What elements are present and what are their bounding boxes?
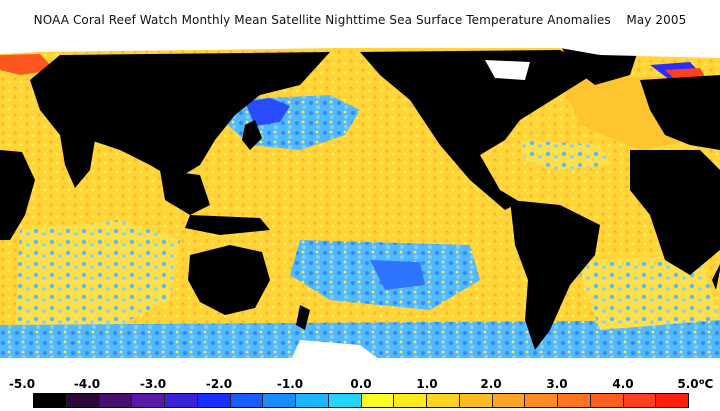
color-swatch: [165, 394, 198, 407]
color-swatch: [263, 394, 296, 407]
colorbar-label: -5.0: [8, 377, 36, 391]
color-swatch: [230, 394, 264, 407]
southeast-asia-land: [160, 170, 210, 215]
color-swatch: [394, 394, 427, 407]
color-swatch: [656, 394, 688, 407]
color-swatch: [492, 394, 526, 407]
color-swatch: [34, 394, 67, 407]
color-swatch: [296, 394, 329, 407]
unit-letter: C: [704, 377, 714, 391]
color-swatch: [328, 394, 362, 407]
colorbar-unit: oC: [699, 377, 713, 391]
color-swatch: [99, 394, 133, 407]
color-swatch: [623, 394, 657, 407]
colorbar-label: 5.0: [677, 377, 699, 391]
eurasia-land-west: [640, 75, 720, 150]
color-swatch: [525, 394, 558, 407]
northwest-pacific-strong-cool: [245, 98, 290, 126]
color-swatch: [558, 394, 591, 407]
color-scale-bar: [33, 393, 689, 408]
colorbar-label: -1.0: [276, 377, 304, 391]
color-swatch: [427, 394, 460, 407]
colorbar-label: 0.0: [350, 377, 372, 391]
color-swatch: [132, 394, 165, 407]
north-america-land: [360, 50, 600, 210]
colorbar-label: -3.0: [139, 377, 167, 391]
colorbar-labels: -5.0 -4.0 -3.0 -2.0 -1.0 0.0 1.0 2.0 3.0…: [0, 377, 720, 393]
colorbar-label: 3.0: [546, 377, 568, 391]
color-swatch: [197, 394, 231, 407]
antarctic-ice-shelf: [290, 340, 380, 362]
japan-land: [242, 120, 262, 150]
color-swatch: [361, 394, 395, 407]
south-pacific-strong-cool: [370, 260, 425, 290]
color-swatch: [66, 394, 100, 407]
indonesia-islands: [185, 215, 270, 235]
africa-land: [630, 150, 720, 275]
south-america-land: [510, 200, 600, 350]
antarctic-ice: [0, 358, 720, 372]
india-land: [60, 135, 95, 188]
indian-ocean-cool: [15, 220, 180, 340]
australia-land: [188, 245, 270, 315]
colorbar-label: -4.0: [73, 377, 101, 391]
north-atlantic-cool: [520, 140, 610, 170]
hudson-bay-ice: [485, 60, 530, 80]
colorbar-label: 4.0: [612, 377, 634, 391]
arctic-ice-cap: [0, 40, 720, 58]
map-title: NOAA Coral Reef Watch Monthly Mean Satel…: [33, 13, 687, 27]
africa-land-west-edge: [0, 150, 35, 240]
south-atlantic-cool: [575, 255, 720, 330]
colorbar-label: 2.0: [480, 377, 502, 391]
new-zealand-land: [296, 305, 310, 330]
color-swatch: [590, 394, 624, 407]
eurasia-land-east: [30, 52, 330, 180]
sst-anomaly-map: [0, 40, 720, 372]
colorbar-label: 1.0: [416, 377, 438, 391]
madagascar-land: [712, 264, 720, 290]
arctic-warm-red: [0, 54, 55, 75]
colorbar-label: -2.0: [205, 377, 233, 391]
color-swatch: [459, 394, 493, 407]
degree-symbol: o: [699, 377, 705, 386]
